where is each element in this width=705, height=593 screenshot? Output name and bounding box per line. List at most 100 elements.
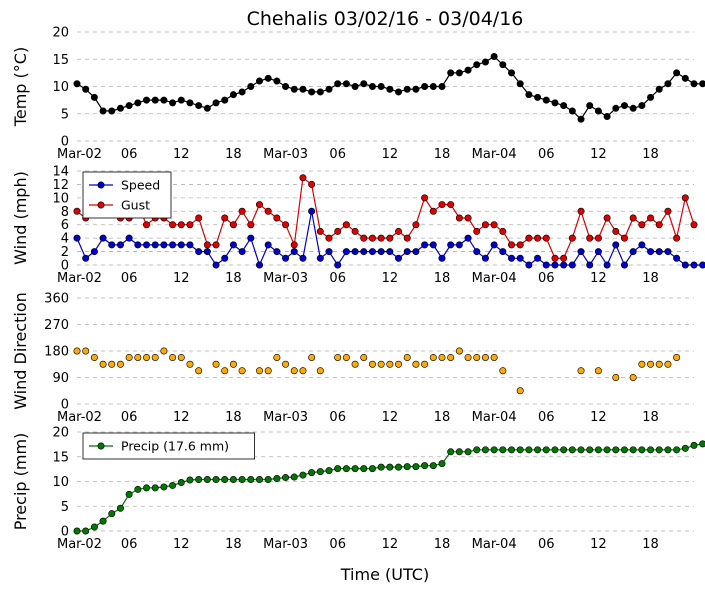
data-point	[508, 241, 516, 249]
data-point	[681, 444, 689, 452]
data-point	[638, 446, 646, 454]
data-point	[655, 221, 663, 229]
data-point	[638, 241, 646, 249]
data-point	[99, 107, 107, 115]
data-point	[116, 104, 124, 112]
x-tick-label: 12	[173, 147, 190, 162]
data-point	[612, 446, 620, 454]
data-point	[221, 476, 229, 484]
data-point	[177, 96, 185, 104]
data-point	[403, 463, 411, 471]
data-point	[195, 248, 203, 256]
data-point	[421, 83, 429, 91]
data-point	[134, 241, 142, 249]
data-point	[195, 476, 203, 484]
data-point	[282, 221, 290, 229]
data-point	[143, 221, 151, 229]
data-point	[290, 85, 298, 93]
data-point	[90, 93, 98, 101]
data-point	[403, 248, 411, 256]
x-tick-label: 06	[121, 410, 138, 425]
data-point	[568, 107, 576, 115]
series-precip-17-6-mm	[73, 440, 705, 535]
data-point	[447, 241, 455, 249]
data-point	[395, 254, 403, 262]
data-point	[473, 248, 481, 256]
data-point	[73, 207, 81, 215]
data-point	[699, 261, 705, 269]
data-point	[134, 485, 142, 493]
data-point	[455, 214, 463, 222]
data-point	[368, 234, 376, 242]
data-point	[299, 471, 307, 479]
data-point	[203, 476, 211, 484]
data-point	[308, 469, 316, 477]
data-point	[351, 360, 359, 368]
x-tick-label: 12	[382, 271, 399, 286]
data-point	[586, 234, 594, 242]
legend-label: Precip (17.6 mm)	[121, 439, 229, 454]
data-point	[429, 207, 437, 215]
data-point	[525, 91, 533, 99]
data-point	[360, 80, 368, 88]
data-point	[221, 254, 229, 262]
data-point	[429, 353, 437, 361]
data-point	[247, 234, 255, 242]
data-point	[586, 102, 594, 110]
x-tick-label: Mar-03	[263, 537, 308, 552]
data-point	[203, 104, 211, 112]
data-point	[134, 353, 142, 361]
data-point	[421, 360, 429, 368]
data-point	[212, 261, 220, 269]
data-point	[377, 360, 385, 368]
data-point	[481, 353, 489, 361]
data-point	[169, 221, 177, 229]
data-point	[82, 347, 90, 355]
data-point	[568, 234, 576, 242]
data-point	[360, 465, 368, 473]
data-point	[464, 353, 472, 361]
x-tick-label: 06	[538, 410, 555, 425]
y-tick-label: 180	[44, 345, 69, 360]
x-tick-label: Mar-02	[57, 410, 102, 425]
data-point	[125, 490, 133, 498]
data-point	[594, 446, 602, 454]
data-point	[603, 214, 611, 222]
data-point	[395, 463, 403, 471]
data-point	[108, 107, 116, 115]
legend-box	[82, 171, 172, 219]
x-tick-label: 12	[590, 271, 607, 286]
x-tick-label: 12	[590, 537, 607, 552]
y-tick-label: 360	[44, 292, 69, 307]
data-point	[664, 80, 672, 88]
data-point	[612, 241, 620, 249]
data-point	[673, 234, 681, 242]
data-point	[377, 234, 385, 242]
series-temp	[73, 53, 705, 123]
data-point	[82, 527, 90, 535]
data-point	[647, 446, 655, 454]
data-point	[273, 475, 281, 483]
data-point	[299, 254, 307, 262]
x-tick-label: 06	[538, 147, 555, 162]
data-point	[125, 353, 133, 361]
x-tick-label: 12	[382, 410, 399, 425]
data-point	[351, 248, 359, 256]
data-point	[203, 241, 211, 249]
data-point	[368, 360, 376, 368]
data-point	[342, 465, 350, 473]
data-point	[638, 102, 646, 110]
data-point	[334, 353, 342, 361]
data-point	[690, 261, 698, 269]
y-tick-label: 0	[61, 135, 69, 150]
data-point	[603, 112, 611, 120]
data-point	[577, 115, 585, 123]
data-point	[516, 80, 524, 88]
data-point	[412, 85, 420, 93]
data-point	[342, 80, 350, 88]
data-point	[316, 367, 324, 375]
x-tick-label: 12	[590, 410, 607, 425]
data-point	[438, 254, 446, 262]
data-point	[255, 476, 263, 484]
data-point	[655, 85, 663, 93]
